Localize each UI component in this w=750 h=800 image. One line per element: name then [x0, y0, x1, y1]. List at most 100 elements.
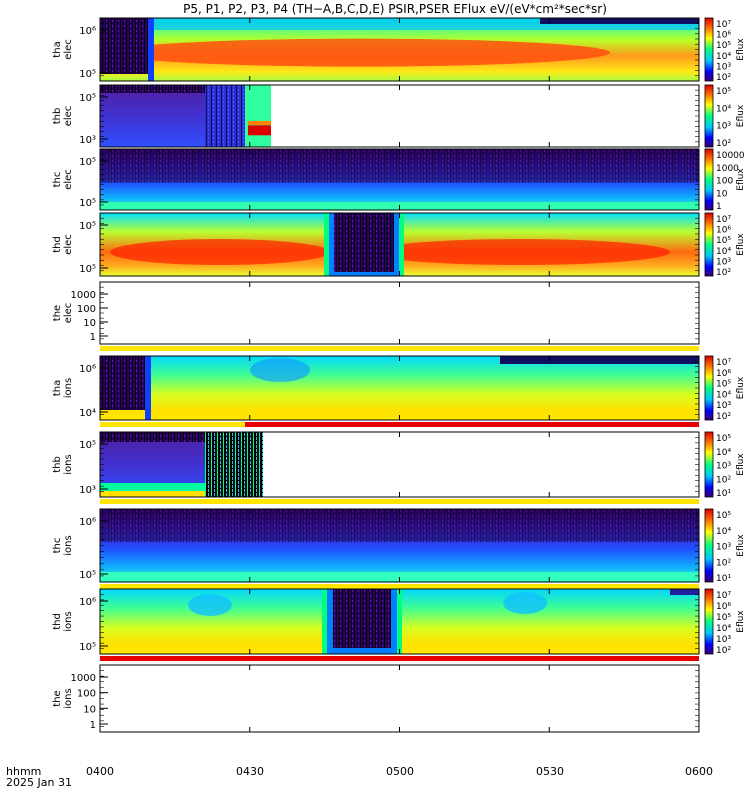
status-bar-fill: [100, 422, 245, 427]
colorbar-tick-label: 1000: [716, 164, 739, 174]
spectrogram-band: [100, 491, 205, 497]
panel-ylabel-line: elec: [63, 106, 74, 127]
colorbar: [704, 508, 714, 583]
colorbar-tick-label: 10⁴: [716, 448, 731, 458]
y-tick-label: 10⁶: [79, 26, 96, 37]
colorbar-tick-label: 10⁵: [716, 41, 731, 51]
y-tick-label: 10³: [79, 485, 96, 496]
y-tick-label: 10⁴: [79, 408, 96, 419]
colorbar-tick-label: 1: [716, 202, 722, 212]
colorbar-label: Eflux: [736, 233, 746, 256]
spectrogram-the_ions: [100, 665, 699, 732]
colorbar-label: Eflux: [736, 104, 746, 127]
colorbar-label: Eflux: [736, 168, 746, 191]
colorbar-tick-label: 10³: [716, 635, 731, 645]
colorbar-label: Eflux: [736, 38, 746, 61]
spectrogram-band: [500, 356, 699, 364]
y-tick-label: 10⁵: [79, 570, 96, 581]
panel-ylabel-line: thc: [52, 538, 63, 554]
colorbar-tick-label: 10⁵: [716, 434, 731, 444]
colorbar: [704, 431, 714, 498]
colorbar-tick-label: 10⁴: [716, 52, 731, 62]
colorbar-label: Eflux: [736, 376, 746, 399]
panel-ylabel: thaions: [52, 378, 74, 398]
colorbar-tick-label: 10³: [716, 401, 731, 411]
x-tick-label: 0400: [86, 765, 114, 778]
spectrogram-band: [540, 18, 699, 24]
panel-ylabel: theions: [52, 688, 74, 708]
colorbar-tick-label: 10⁵: [716, 613, 731, 623]
colorbar-tick-label: 10⁷: [716, 591, 731, 601]
y-tick-label: 10⁵: [79, 198, 96, 209]
colorbar: [704, 84, 714, 148]
y-tick-label: 10⁵: [79, 440, 96, 451]
spectrogram-fill: [100, 282, 699, 344]
colorbar-label: Eflux: [736, 610, 746, 633]
colorbar-tick-label: 10000: [716, 151, 745, 161]
panel-ylabel-line: ions: [63, 378, 74, 398]
spectrogram-band: [100, 432, 205, 442]
colorbar-tick-label: 10²: [716, 139, 731, 149]
spectrogram-thd_elec: [100, 213, 699, 276]
spectrogram-hot-region: [110, 239, 330, 266]
colorbar-tick-label: 10: [716, 189, 728, 199]
status-bar: [100, 422, 699, 427]
colorbar-label: Eflux: [736, 534, 746, 557]
panel-ylabel-line: elec: [63, 169, 74, 190]
footer-date: 2025 Jan 31: [6, 776, 72, 789]
spectrogram-the_elec: [100, 282, 699, 344]
spectrogram-fill: [245, 85, 271, 147]
panel-ylabel: thbelec: [52, 106, 74, 127]
panels-layer: thaelec10⁶10⁵10⁷10⁶10⁵10⁴10³10²Efluxthbe…: [52, 17, 746, 733]
spectrogram-thd_ions: [100, 589, 699, 654]
status-bar-fill: [100, 346, 699, 351]
status-bar: [100, 656, 699, 661]
y-tick-label: 10: [83, 704, 96, 715]
spectrogram-band: [248, 125, 271, 136]
panel-ylabel-line: ions: [63, 611, 74, 631]
colorbar-tick-label: 10²: [716, 475, 731, 485]
status-bar: [100, 499, 699, 504]
colorbar-tick-label: 10⁵: [716, 236, 731, 246]
y-tick-label: 1: [90, 720, 96, 731]
colorbar-tick-label: 10⁶: [716, 369, 731, 379]
panel-ylabel-line: ions: [63, 454, 74, 474]
y-tick-label: 10⁵: [79, 93, 96, 104]
status-bar-fill: [100, 656, 699, 661]
y-tick-label: 100: [77, 689, 96, 700]
spectrogram-thb_ions: [100, 432, 263, 497]
y-tick-label: 10³: [79, 135, 96, 146]
panel-ylabel-line: thb: [52, 456, 63, 473]
spectrogram-cool-region: [250, 358, 310, 382]
spectrogram-gap: [334, 213, 394, 272]
spectrogram-fill: [100, 85, 205, 147]
status-bar-fill: [100, 584, 699, 589]
colorbar-tick-label: 10⁶: [716, 226, 731, 236]
y-tick-label: 100: [77, 304, 96, 315]
colorbar-tick-label: 10²: [716, 268, 731, 278]
colorbar-tick-label: 10⁶: [716, 31, 731, 41]
colorbar: [704, 588, 714, 655]
panel-ylabel-line: ions: [63, 535, 74, 555]
y-tick-label: 10⁵: [79, 221, 96, 232]
spectrogram-fill: [100, 665, 699, 732]
x-tick-label: 0530: [536, 765, 564, 778]
colorbar-tick-label: 10⁵: [716, 380, 731, 390]
colorbar-tick-label: 10³: [716, 257, 731, 267]
spectrogram-band: [670, 589, 699, 595]
panel-ylabel: theelec: [52, 303, 74, 324]
y-tick-label: 1000: [71, 673, 96, 684]
colorbar-tick-label: 10⁴: [716, 247, 731, 257]
spectrogram-hot-region: [370, 239, 670, 266]
spectrogram-tha_elec: [100, 18, 699, 81]
spectrogram-fill: [100, 356, 699, 420]
panel-ylabel: thdions: [52, 611, 74, 631]
colorbar-tick-label: 10⁷: [716, 20, 731, 30]
status-bar: [100, 584, 699, 589]
colorbar-tick-label: 10³: [716, 462, 731, 472]
spectrogram-cool-region: [188, 594, 232, 616]
colorbar-tick-label: 10⁵: [716, 511, 731, 521]
x-tick-label: 0500: [386, 765, 414, 778]
y-tick-label: 10: [83, 318, 96, 329]
spectrogram-edge: [145, 356, 151, 420]
